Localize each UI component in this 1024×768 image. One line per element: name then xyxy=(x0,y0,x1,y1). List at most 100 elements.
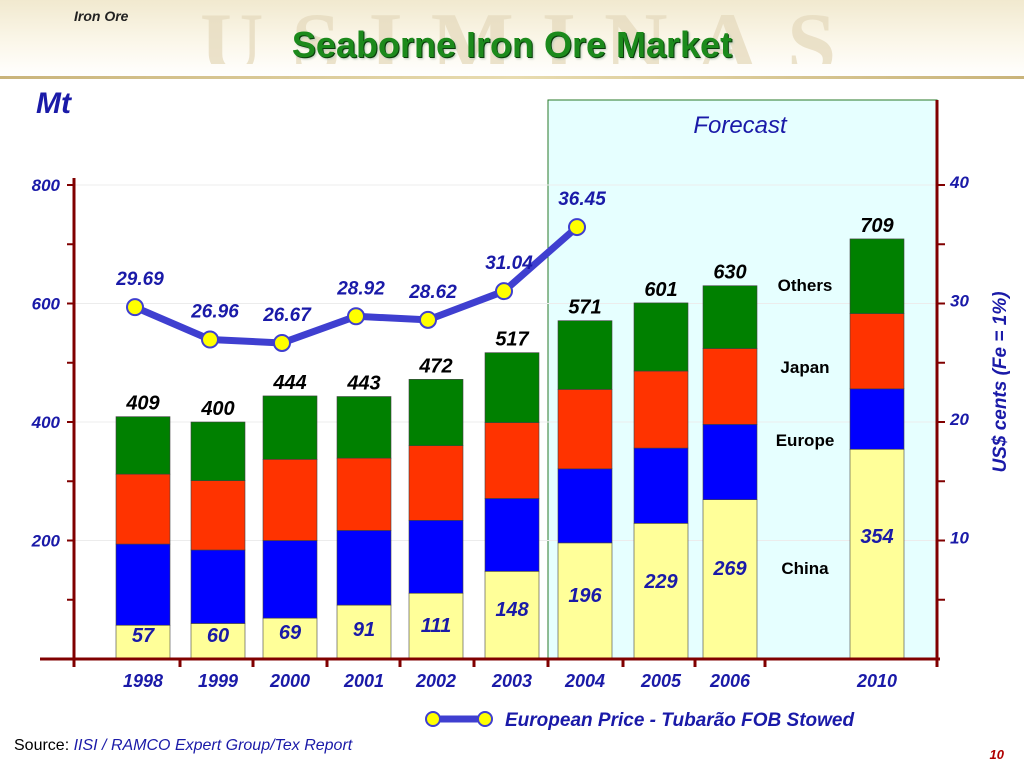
bar-segment-others xyxy=(557,320,613,390)
right-tick-label: 40 xyxy=(949,173,969,192)
china-value-label: 57 xyxy=(132,625,155,647)
bar-segment-japan xyxy=(336,457,392,531)
bar-segment-europe xyxy=(557,468,613,544)
price-value-label: 28.62 xyxy=(408,282,457,303)
bar-segment-others xyxy=(190,421,246,481)
x-tick-label: 2000 xyxy=(269,671,310,691)
total-value-label: 571 xyxy=(568,297,601,319)
bar-segment-others xyxy=(408,379,464,446)
price-marker xyxy=(201,330,219,349)
series-label-china: China xyxy=(781,559,829,578)
price-value-label: 26.67 xyxy=(262,305,312,326)
bar-segment-europe xyxy=(849,388,905,450)
china-value-label: 91 xyxy=(353,619,375,641)
total-value-label: 709 xyxy=(860,215,894,237)
total-value-label: 409 xyxy=(125,393,160,415)
banner-watermark: USIMINAS xyxy=(200,0,865,64)
x-tick-label: 2003 xyxy=(491,671,532,691)
bar-segment-china xyxy=(115,624,171,660)
total-value-label: 400 xyxy=(200,398,234,420)
total-value-label: 444 xyxy=(272,372,306,394)
bar-segment-others xyxy=(336,396,392,459)
price-legend-marker xyxy=(477,711,493,727)
china-value-label: 269 xyxy=(712,558,747,580)
china-value-label: 60 xyxy=(207,625,229,647)
price-marker xyxy=(126,298,144,317)
bar-segment-europe xyxy=(633,447,689,524)
left-tick-label: 800 xyxy=(32,176,61,195)
bar-segment-japan xyxy=(633,370,689,449)
x-tick-label: 2005 xyxy=(640,671,682,691)
china-value-label: 69 xyxy=(279,622,302,644)
total-value-label: 601 xyxy=(644,279,677,301)
china-value-label: 229 xyxy=(643,571,678,593)
price-marker xyxy=(347,307,365,326)
right-tick-label: 10 xyxy=(950,529,969,548)
source-value: IISI / RAMCO Expert Group/Tex Report xyxy=(73,737,353,754)
price-value-label: 36.45 xyxy=(558,189,606,210)
bar-segment-japan xyxy=(557,389,613,470)
bar-segment-others xyxy=(115,416,171,475)
bar-segment-china xyxy=(190,623,246,660)
left-tick-label: 400 xyxy=(31,413,61,432)
total-value-label: 443 xyxy=(346,373,380,395)
header-banner: USIMINAS xyxy=(0,0,1024,78)
bar-segment-others xyxy=(702,285,758,349)
right-axis-title: US$ cents (Fe = 1%) xyxy=(990,291,1011,472)
bar-segment-europe xyxy=(190,549,246,624)
source-label: Source: xyxy=(14,737,70,754)
series-label-others: Others xyxy=(778,276,833,295)
x-tick-label: 2006 xyxy=(709,671,751,691)
price-marker xyxy=(495,282,513,301)
price-legend-label: European Price - Tubarão FOB Stowed xyxy=(505,710,854,731)
price-value-label: 26.96 xyxy=(190,302,239,323)
page-number: 10 xyxy=(989,747,1004,762)
left-axis-title: Mt xyxy=(36,87,73,120)
bar-segment-china xyxy=(557,542,613,660)
bar-segment-others xyxy=(484,352,540,423)
right-tick-label: 30 xyxy=(950,292,969,311)
bar-segment-europe xyxy=(336,530,392,606)
left-tick-label: 600 xyxy=(32,295,61,314)
title-divider xyxy=(0,76,1024,79)
left-tick-label: 200 xyxy=(31,532,61,551)
x-tick-label: 1999 xyxy=(198,671,238,691)
bar-segment-europe xyxy=(702,424,758,500)
bar-segment-others xyxy=(633,302,689,372)
bar-segment-others xyxy=(849,238,905,314)
x-tick-label: 2001 xyxy=(343,671,384,691)
bar-segment-japan xyxy=(262,459,318,541)
bar-segment-japan xyxy=(190,480,246,551)
bar-segment-china xyxy=(849,448,905,660)
bar-segment-japan xyxy=(702,348,758,425)
china-value-label: 148 xyxy=(495,599,529,621)
china-value-label: 196 xyxy=(568,585,602,607)
bar-segment-china xyxy=(408,592,464,660)
source-note: Source: IISI / RAMCO Expert Group/Tex Re… xyxy=(14,737,352,755)
china-value-label: 354 xyxy=(860,526,893,548)
bar-segment-europe xyxy=(262,540,318,619)
total-value-label: 517 xyxy=(495,329,529,351)
page-title-text: Seaborne Iron Ore Market xyxy=(291,24,733,65)
x-tick-label: 2002 xyxy=(415,671,456,691)
price-marker xyxy=(419,310,437,329)
price-marker xyxy=(273,333,291,352)
bar-segment-japan xyxy=(484,422,540,499)
series-label-europe: Europe xyxy=(776,431,835,450)
bar-segment-europe xyxy=(484,498,540,572)
price-value-label: 28.92 xyxy=(336,278,385,299)
bar-segment-japan xyxy=(849,313,905,390)
bar-segment-europe xyxy=(408,520,464,594)
bar-segment-china xyxy=(633,523,689,660)
forecast-label: Forecast xyxy=(693,112,788,139)
bar-segment-japan xyxy=(408,445,464,521)
bar-segment-china xyxy=(262,617,318,660)
price-value-label: 31.04 xyxy=(485,253,533,274)
x-tick-label: 2010 xyxy=(856,671,897,691)
x-tick-label: 1998 xyxy=(123,671,163,691)
x-tick-label: 2004 xyxy=(564,671,605,691)
bar-segment-europe xyxy=(115,543,171,626)
price-legend-marker xyxy=(425,711,441,727)
china-value-label: 111 xyxy=(421,615,451,637)
